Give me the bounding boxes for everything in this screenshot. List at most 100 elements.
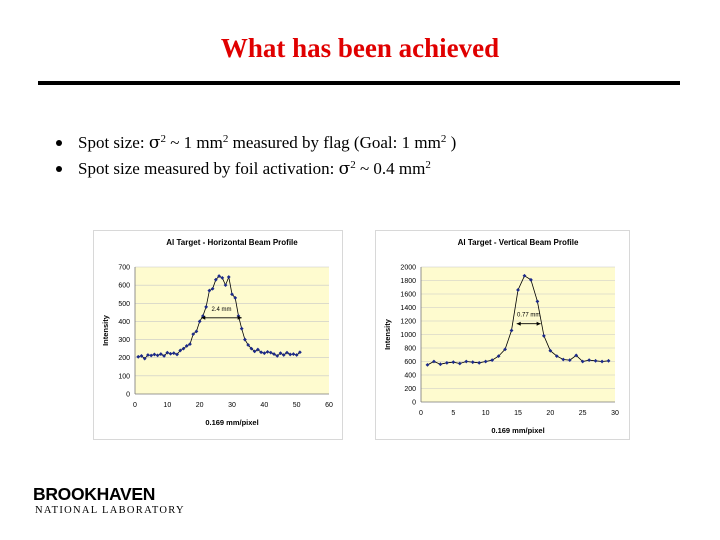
annotation-arrow-right [536, 321, 541, 326]
data-point [272, 352, 276, 356]
data-point [181, 346, 186, 351]
bullet-text: Spot size measured by foil activation: σ… [78, 159, 431, 179]
data-point [262, 351, 267, 356]
data-point [259, 350, 263, 355]
data-point [490, 358, 495, 363]
y-tick-label: 1800 [400, 278, 416, 285]
x-axis-title: 0.169 mm/pixel [491, 426, 544, 435]
data-point [175, 352, 179, 357]
vertical-profile-chart: 0 200 400 600 800 1000 1200 1400 1600 1800 2000 0 5 1… [375, 230, 630, 440]
data-point [217, 274, 221, 278]
data-point [529, 277, 533, 282]
data-point [600, 359, 604, 364]
x-tick-label: 10 [163, 402, 171, 409]
data-point [139, 354, 144, 358]
vertical-profile-svg: 0 200 400 600 800 1000 1200 1400 1600 1800 2000 0 5 1… [375, 230, 630, 440]
annotation-label: 2.4 mm [211, 307, 231, 313]
data-point [171, 351, 176, 356]
data-point [149, 353, 154, 358]
data-point [230, 292, 234, 297]
x-tick-label: 15 [514, 410, 522, 417]
x-axis-title: 0.169 mm/pixel [205, 418, 258, 427]
x-tick-label: 25 [579, 410, 587, 417]
x-tick-label: 20 [546, 410, 554, 417]
data-point [503, 347, 507, 352]
logo-subtitle: NATIONAL LABORATORY [35, 505, 185, 516]
data-point [204, 305, 209, 309]
y-axis-title: Intensity [101, 314, 110, 346]
x-tick-label: 0 [419, 410, 423, 417]
y-tick-label: 400 [118, 319, 130, 326]
y-tick-label: 100 [118, 373, 130, 380]
x-tick-label: 40 [260, 402, 268, 409]
data-point [158, 352, 163, 356]
annotation-arrow-left [516, 321, 521, 326]
x-tick-label: 30 [611, 410, 619, 417]
data-point [561, 357, 566, 362]
x-tick-label: 20 [196, 402, 204, 409]
y-tick-label: 200 [404, 386, 416, 393]
data-point [220, 275, 225, 280]
data-point [194, 329, 199, 334]
data-point [265, 350, 270, 354]
data-point [168, 351, 173, 356]
data-point [281, 353, 286, 357]
data-point [243, 337, 247, 342]
y-tick-label: 200 [118, 355, 130, 362]
data-point [516, 288, 520, 292]
y-tick-label: 0 [126, 392, 130, 399]
bullet-item: Spot size measured by foil activation: σ… [48, 156, 456, 182]
slide-title: What has been achieved [220, 33, 500, 63]
data-point [574, 353, 579, 358]
data-point [252, 349, 257, 354]
data-point [593, 358, 598, 363]
x-tick-label: 30 [228, 402, 236, 409]
data-point [213, 277, 218, 282]
x-tick-label: 0 [133, 402, 137, 409]
plot-area [135, 267, 329, 394]
data-point [477, 360, 482, 365]
data-point [298, 350, 302, 355]
data-point [606, 358, 611, 363]
title-rule [38, 81, 680, 85]
data-point [438, 362, 443, 367]
y-tick-label: 1400 [400, 305, 416, 312]
data-point [432, 359, 436, 364]
data-point [509, 328, 514, 333]
x-tick-label: 5 [451, 410, 455, 417]
chart-title: Al Target - Horizontal Beam Profile [166, 238, 298, 247]
y-tick-label: 1200 [400, 319, 416, 326]
data-point [587, 358, 592, 363]
data-point [288, 352, 293, 357]
data-point [255, 347, 260, 352]
bullet-item: Spot size: σ2 ~ 1 mm2 measured by flag (… [48, 130, 456, 156]
data-point [483, 359, 488, 364]
y-tick-label: 700 [118, 265, 130, 272]
y-tick-label: 500 [118, 301, 130, 308]
annotation-label: 0.77 mm [517, 313, 540, 319]
data-point [567, 358, 572, 363]
data-point [451, 360, 456, 365]
data-point [457, 361, 462, 366]
data-point [554, 354, 559, 358]
y-tick-label: 2000 [400, 265, 416, 272]
y-tick-label: 600 [404, 359, 416, 366]
data-point [535, 299, 540, 304]
data-point [197, 319, 202, 324]
data-point [162, 354, 166, 358]
y-tick-label: 300 [118, 337, 130, 344]
data-point [294, 353, 299, 357]
data-point [142, 356, 147, 361]
data-point [249, 346, 254, 351]
data-point [278, 351, 283, 356]
data-point [223, 283, 228, 288]
annotation-arrow-left [201, 315, 206, 320]
data-point [188, 342, 192, 347]
data-point [444, 360, 449, 365]
data-point [522, 273, 527, 278]
data-point [580, 359, 585, 364]
x-tick-label: 50 [293, 402, 301, 409]
data-point [165, 350, 170, 355]
data-point [152, 352, 157, 357]
y-tick-label: 1600 [400, 292, 416, 299]
